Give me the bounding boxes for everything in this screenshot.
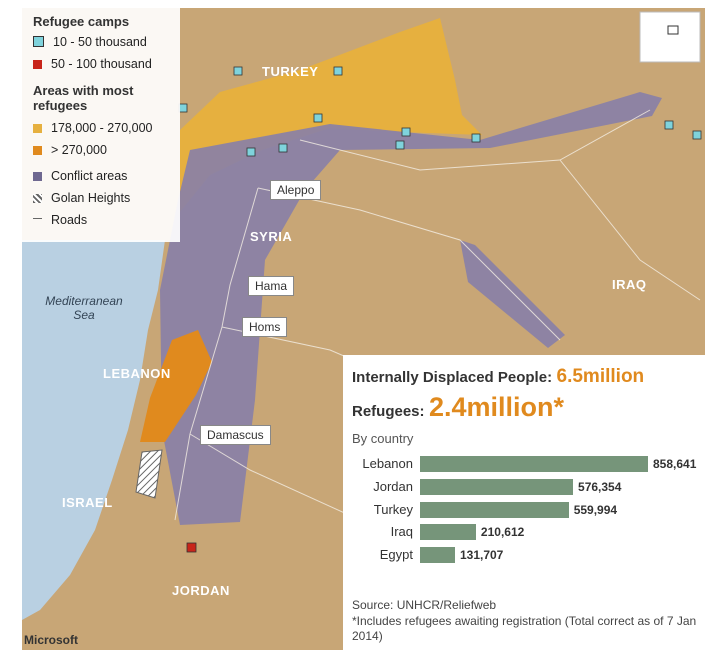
legend-label: Conflict areas xyxy=(51,169,128,183)
city-label: Aleppo xyxy=(270,180,322,200)
value-label: 559,994 xyxy=(573,502,618,517)
bar xyxy=(420,456,648,472)
chart-subtitle: By country xyxy=(352,431,414,446)
category-label: Lebanon xyxy=(362,456,413,471)
category-label: Jordan xyxy=(373,478,413,494)
value-label: 131,707 xyxy=(459,548,504,563)
legend-label: Golan Heights xyxy=(51,191,131,205)
legend-label: > 270,000 xyxy=(51,143,107,157)
value-label: 210,612 xyxy=(480,525,525,540)
country-label: JORDAN xyxy=(172,583,230,598)
conflict-area xyxy=(460,240,565,348)
country-label: LEBANON xyxy=(103,366,171,381)
category-label: Turkey xyxy=(373,501,413,517)
note: *Includes refugees awaiting registration… xyxy=(352,614,697,643)
idp-stat: Internally Displaced People: 6.5million xyxy=(352,366,644,388)
refugee-stat: Refugees: 2.4million* xyxy=(352,392,564,423)
legend: Refugee camps 10 - 50 thousand 50 - 100 … xyxy=(33,14,173,227)
legend-label: 10 - 50 thousand xyxy=(53,35,147,49)
bar xyxy=(420,501,569,518)
stat-value: 2.4million* xyxy=(428,392,565,422)
legend-title: Areas with most refugees xyxy=(33,83,134,113)
golan-heights xyxy=(135,449,163,499)
bar xyxy=(420,524,476,541)
legend-panel xyxy=(0,8,180,242)
country-label: IRAQ xyxy=(612,277,647,292)
sea xyxy=(22,240,165,620)
city-label: Homs xyxy=(242,317,288,337)
very-high-refugee-area xyxy=(140,330,212,442)
legend-label: 178,000 - 270,000 xyxy=(51,121,153,135)
bar-chart: Lebanon 858,641 Jordan 576,354 Turkey 559,994… xyxy=(343,456,705,576)
stat-label: Refugees: xyxy=(352,403,425,420)
legend-title: Refugee camps xyxy=(33,14,130,29)
bar xyxy=(420,478,574,495)
bar xyxy=(420,547,455,564)
city-label: Hama xyxy=(248,276,295,296)
value-label: 858,641 xyxy=(653,457,697,471)
conflict-area xyxy=(160,92,662,525)
map-credit: Microsoft xyxy=(24,633,78,647)
legend-label: Roads xyxy=(51,213,88,227)
country-label: SYRIA xyxy=(250,229,293,244)
sea-label: Mediterranean Sea xyxy=(45,294,123,322)
inset-marker xyxy=(667,25,679,35)
country-label: ISRAEL xyxy=(62,495,113,510)
high-refugee-area xyxy=(180,18,482,212)
inset-map xyxy=(639,11,701,63)
source: Source: UNHCR/Reliefweb xyxy=(352,598,497,612)
camp-markers xyxy=(178,66,702,553)
legend-label: 50 - 100 thousand xyxy=(51,57,152,71)
country-label: TURKEY xyxy=(262,64,319,79)
stat-value: 6.5million xyxy=(556,366,645,387)
category-label: Egypt xyxy=(379,547,413,563)
value-label: 576,354 xyxy=(578,479,622,494)
city-label: Damascus xyxy=(200,425,271,445)
stat-label: Internally Displaced People: xyxy=(352,369,553,386)
category-label: Iraq xyxy=(390,524,413,540)
